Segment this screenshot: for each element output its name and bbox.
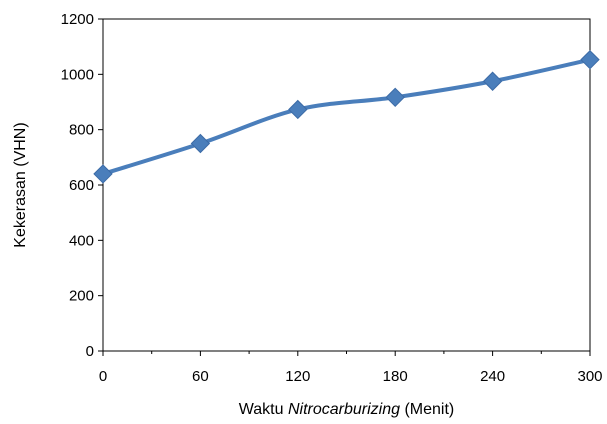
plot-frame <box>102 18 591 352</box>
y-tick-label: 800 <box>69 122 94 139</box>
data-point-marker <box>190 133 211 154</box>
x-axis-title-part-3: (Menit) <box>400 401 454 418</box>
data-point-marker <box>482 71 503 91</box>
x-tick-label: 180 <box>383 368 408 385</box>
data-point-marker <box>93 164 113 184</box>
x-tick-label: 60 <box>192 368 209 385</box>
plot-area <box>102 18 591 352</box>
y-tick-label: 600 <box>69 177 94 194</box>
y-tick-label: 1000 <box>61 66 94 83</box>
y-tick-label: 400 <box>69 232 94 249</box>
x-axis-title-part-1: Waktu <box>239 401 288 418</box>
y-axis: 0 200 400 600 800 1000 1200 <box>61 11 103 360</box>
y-tick-label: 200 <box>69 288 94 305</box>
x-axis-title-part-2: Nitrocarburizing <box>288 401 400 418</box>
y-tick-label: 1200 <box>61 11 94 28</box>
x-axis-title: Waktu Nitrocarburizing (Menit) <box>239 401 454 418</box>
x-tick-label: 120 <box>285 368 310 385</box>
data-point-marker <box>288 99 308 120</box>
data-point-marker <box>385 87 405 108</box>
x-axis: 0 60 120 180 240 300 <box>99 351 603 385</box>
series-kekerasan <box>93 49 600 184</box>
data-point-marker <box>580 49 600 70</box>
x-tick-label: 300 <box>577 368 602 385</box>
x-tick-label: 240 <box>480 368 505 385</box>
y-tick-label: 0 <box>86 343 94 360</box>
x-tick-label: 0 <box>99 368 107 385</box>
y-axis-title: Kekerasan (VHN) <box>12 122 29 247</box>
